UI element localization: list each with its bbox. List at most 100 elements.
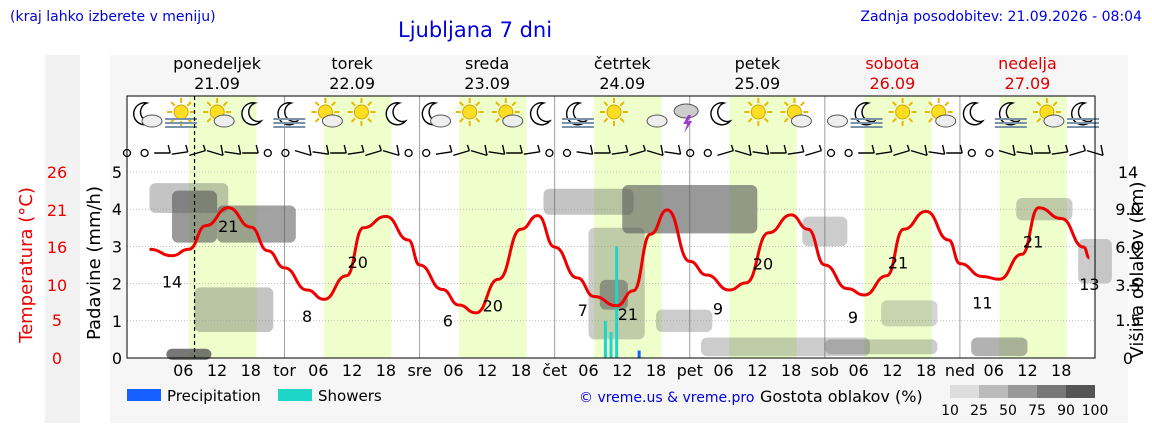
temperature-label: 11 <box>972 293 992 312</box>
sun-ray-icon <box>350 117 356 123</box>
sun-ray-icon <box>170 101 176 107</box>
precip-swatch <box>127 389 161 401</box>
sun-ray-icon <box>800 101 805 107</box>
wind-barb-mark <box>1100 144 1104 156</box>
wind-barb-mark <box>466 144 471 151</box>
sun-ray-icon <box>314 101 320 107</box>
day-short-label: čet <box>542 361 567 380</box>
cloud-density-blob <box>802 216 848 247</box>
wind-barb-mark <box>941 144 946 155</box>
wind-barb-mark <box>752 151 769 155</box>
wind-barb-mark <box>519 144 523 154</box>
cloud-density-blob <box>701 337 870 357</box>
left-panel-bg <box>45 55 80 423</box>
wind-barb-mark <box>646 149 664 157</box>
wind-calm-mark <box>826 148 836 158</box>
temperature-series: 14 21 8 20 6 20 7 21 9 20 9 21 11 21 13 <box>149 206 1100 331</box>
wind-barb-mark <box>906 144 911 151</box>
wind-calm-mark <box>686 148 695 158</box>
last-update: Zadnja posodobitev: 21.09.2026 - 08:04 <box>860 9 1142 25</box>
daylight-band <box>864 96 932 358</box>
temp-tick-label: 16 <box>47 238 67 257</box>
cloud-icon <box>646 114 668 128</box>
day-short-label: pet <box>677 361 703 380</box>
wind-barb-mark <box>501 144 506 155</box>
cloud-density-blob <box>166 348 212 360</box>
density-swatch <box>1066 385 1095 398</box>
hour-tick-label: 06 <box>713 361 733 380</box>
showers-bar <box>603 320 607 358</box>
density-level-label: 75 <box>1028 403 1046 419</box>
sun-ray-icon <box>367 117 373 123</box>
sun-ray-icon <box>511 101 517 107</box>
temp-tick-label: 10 <box>47 276 67 295</box>
wind-barb-mark <box>1051 151 1068 155</box>
showers-bar <box>615 246 619 358</box>
precip-tick-label: 0 <box>112 349 122 368</box>
wind-barb-mark <box>959 144 963 154</box>
cloud-density-label: Gostota oblakov (%) <box>760 387 923 406</box>
wind-barb-mark <box>308 144 312 156</box>
thunder-icon <box>683 115 693 133</box>
wind-barb-mark <box>343 144 347 154</box>
sun-ray-icon <box>747 101 753 107</box>
wind-barb-mark <box>312 151 329 155</box>
hour-tick-label: 06 <box>308 361 328 380</box>
wind-barb-mark <box>484 144 488 156</box>
day-short-label: sob <box>811 361 839 380</box>
sun-ray-icon <box>459 101 465 107</box>
wind-barb-mark <box>470 149 488 157</box>
temp-axis-label: Temperatura (°C) <box>16 187 37 344</box>
cloud-height-tick-label: 1.5 <box>1115 311 1140 330</box>
moon-icon <box>710 102 733 126</box>
sun-ray-icon <box>186 101 192 107</box>
wind-barb-mark <box>607 144 611 154</box>
sun-ray-icon <box>495 117 501 123</box>
temp-tick-label: 26 <box>47 163 67 182</box>
day-date: 24.09 <box>599 74 645 93</box>
wind-barb-mark <box>1069 149 1086 157</box>
wind-barb-mark <box>237 144 242 155</box>
cloud-icon <box>502 114 524 128</box>
hour-tick-label: 06 <box>984 361 1004 380</box>
day-short-label: ned <box>945 361 975 380</box>
hour-tick-label: 12 <box>612 361 632 380</box>
cloud-icon <box>430 114 452 128</box>
sun-ray-icon <box>314 117 320 123</box>
temperature-label: 7 <box>578 301 588 320</box>
hour-tick-label: 18 <box>646 361 666 380</box>
moon-icon <box>962 102 985 126</box>
daylight-band <box>323 96 392 358</box>
sun-ray-icon <box>944 101 950 107</box>
precip-bar <box>637 350 641 358</box>
sun-icon <box>606 104 622 120</box>
showers-swatch <box>278 389 312 401</box>
wind-calm-mark <box>985 148 994 158</box>
density-level-label: 25 <box>970 403 988 419</box>
temperature-line <box>149 206 1091 315</box>
wind-barb-mark <box>889 144 893 153</box>
city-hint[interactable]: (kraj lahko izberete v meniju) <box>10 9 216 25</box>
wind-barb-mark <box>734 149 752 157</box>
cloud-icon <box>1043 114 1065 128</box>
temperature-label: 21 <box>1023 232 1043 251</box>
wind-barb-mark <box>224 151 241 155</box>
temperature-label: 20 <box>753 254 773 273</box>
cloud-height-tick-label: 0 <box>1123 349 1133 368</box>
day-name: četrtek <box>594 54 652 73</box>
cloud-density-layer <box>149 183 1112 360</box>
hour-tick-label: 18 <box>781 361 801 380</box>
sun-ray-icon <box>1052 101 1058 107</box>
wind-barb-mark <box>664 151 681 155</box>
cloud-density-blob <box>194 287 274 332</box>
day-name: torek <box>331 54 373 73</box>
wind-barb-mark <box>677 144 682 155</box>
cloud-height-tick-label: 9.0 <box>1115 200 1140 219</box>
wind-barb-mark <box>787 151 804 155</box>
wind-barb-mark <box>396 144 400 156</box>
wind-barbs-row <box>122 144 1104 158</box>
hour-tick-label: 18 <box>511 361 531 380</box>
cloud-density-blob <box>881 300 938 327</box>
wind-barb-mark <box>576 151 593 155</box>
wind-barb-mark <box>998 149 1016 157</box>
